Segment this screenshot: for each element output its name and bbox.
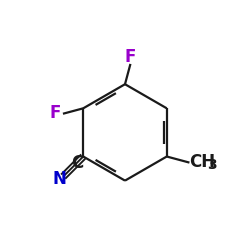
Text: F: F — [50, 104, 61, 122]
Text: C: C — [71, 154, 83, 172]
Text: F: F — [125, 48, 136, 66]
Text: 3: 3 — [207, 158, 217, 172]
Text: N: N — [52, 170, 66, 188]
Text: CH: CH — [189, 153, 215, 171]
